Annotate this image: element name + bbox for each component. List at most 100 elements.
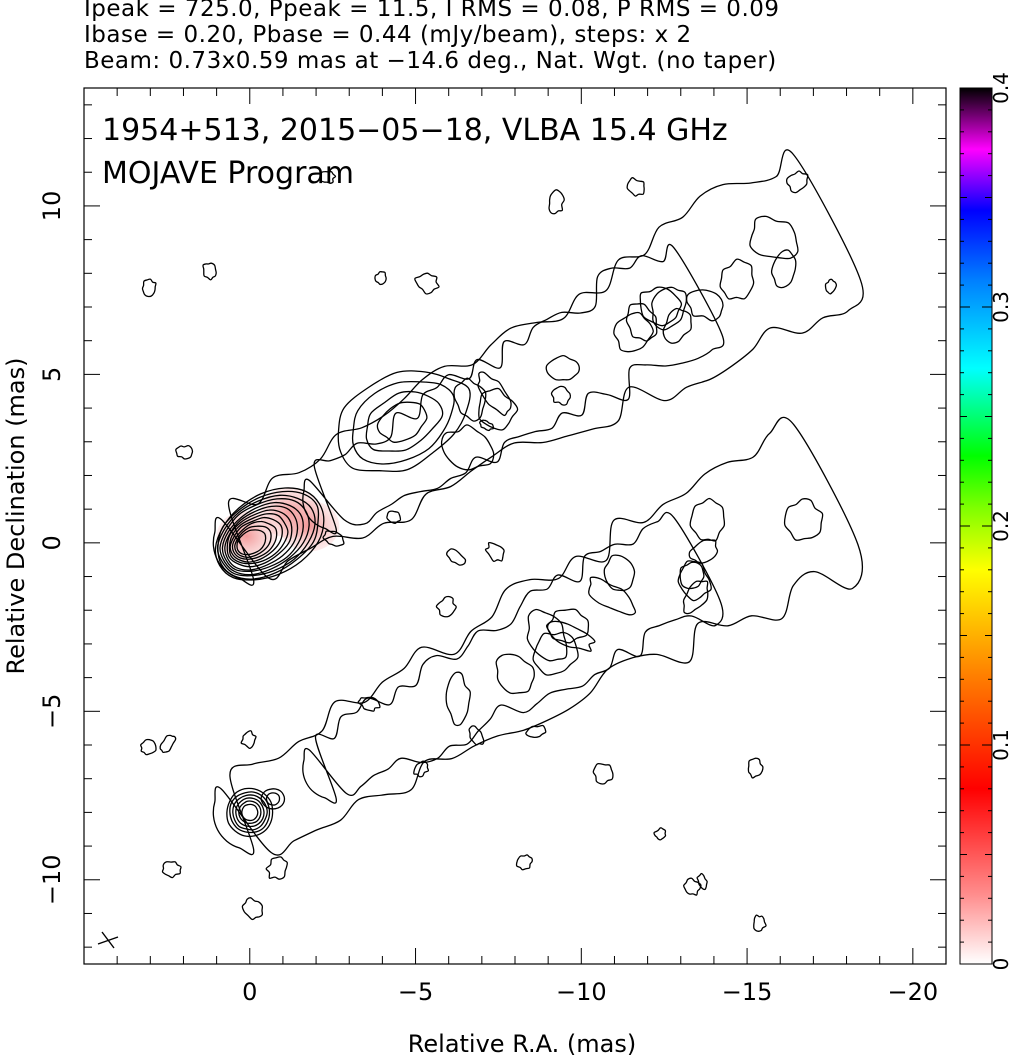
- jet-knot-contour: [526, 608, 568, 662]
- x-tick-label: −5: [398, 978, 433, 1006]
- noise-contour: [484, 541, 505, 563]
- y-tick-label: 10: [38, 191, 66, 222]
- jet-knot-contour: [603, 554, 636, 592]
- jet-knot-contour: [351, 380, 455, 465]
- jet-knot-contour: [662, 307, 692, 344]
- pol-core-contour: [232, 794, 268, 831]
- noise-contour: [319, 170, 337, 184]
- pol-core-contour: [260, 788, 286, 810]
- noise-contour: [161, 861, 182, 879]
- jet-knot-contour: [613, 311, 654, 353]
- noise-contour: [141, 278, 157, 298]
- noise-contour: [202, 262, 217, 281]
- x-tick-label: −10: [556, 978, 607, 1006]
- noise-contour: [626, 177, 645, 197]
- jet-knot-contour: [770, 249, 797, 289]
- jet-knot-contour: [588, 576, 637, 616]
- y-tick-label: −5: [38, 694, 66, 729]
- jet-knot-contour: [689, 497, 726, 542]
- beam-marker: [97, 931, 119, 949]
- pol-core-contour: [241, 803, 259, 822]
- noise-contour: [696, 872, 708, 891]
- header-base-line: Ibase = 0.20, Pbase = 0.44 (mJy/beam), s…: [84, 22, 692, 48]
- jet-knot-contour: [639, 286, 683, 327]
- noise-contour: [683, 877, 702, 896]
- jet-knot-contour: [546, 620, 596, 652]
- noise-contour: [653, 827, 667, 841]
- colorbar-tick-label: 0.2: [989, 510, 1013, 542]
- noise-contour: [386, 510, 402, 525]
- noise-contour: [159, 734, 177, 754]
- jet-knot-contour: [783, 498, 824, 541]
- noise-contour: [515, 854, 533, 871]
- jet-knot-contour: [688, 539, 719, 564]
- jet-knot-contour: [477, 371, 512, 417]
- jet-knot-contour: [365, 390, 444, 452]
- noise-contour: [592, 762, 614, 785]
- noise-contour: [240, 730, 257, 750]
- plot-title-line1: 1954+513, 2015−05−18, VLBA 15.4 GHz: [102, 113, 728, 148]
- plot-title-line2: MOJAVE Program: [102, 156, 354, 191]
- jet-knot-contour: [376, 401, 428, 443]
- core-contour: [231, 520, 278, 560]
- jet-knot-contour: [445, 671, 471, 727]
- pol-core-contour: [229, 791, 271, 834]
- colorbar-tick-label: 0.4: [989, 72, 1013, 104]
- colorbar-tick-label: 0: [989, 958, 1013, 971]
- jet-inner-contour: [302, 244, 725, 535]
- jet-knot-contour: [337, 370, 471, 473]
- core-contour: [224, 505, 299, 571]
- jet-outer-contour: [212, 149, 864, 586]
- core-contour: [226, 509, 293, 568]
- noise-contour: [175, 444, 194, 460]
- x-tick-label: −20: [888, 978, 939, 1006]
- pol-core-contour: [226, 787, 274, 838]
- pol-core-contour: [238, 800, 262, 824]
- noise-contour: [468, 725, 485, 746]
- noise-contour: [753, 914, 767, 932]
- y-tick-label: 0: [38, 535, 66, 550]
- colorbar-tick-label: 0.3: [989, 291, 1013, 323]
- noise-contour: [786, 170, 809, 194]
- x-tick-label: −15: [722, 978, 773, 1006]
- jet-knot-contour: [495, 653, 535, 695]
- core-contour: [229, 516, 283, 563]
- x-tick-label: 0: [242, 978, 257, 1006]
- header-beam-line: Beam: 0.73x0.59 mas at −14.6 deg., Nat. …: [84, 48, 777, 74]
- header-stats-line: Ipeak = 725.0, Ppeak = 11.5, I RMS = 0.0…: [84, 0, 780, 22]
- jet-knot-contour: [719, 258, 755, 300]
- x-axis-label: Relative R.A. (mas): [408, 1030, 636, 1058]
- noise-contour: [525, 724, 547, 739]
- core-contour: [221, 501, 304, 573]
- noise-contour: [357, 696, 381, 712]
- y-axis-label: Relative Declination (mas): [2, 357, 30, 674]
- core-contour: [234, 525, 272, 559]
- noise-contour: [479, 419, 495, 432]
- core-contour: [217, 490, 320, 580]
- core-contour: [228, 513, 289, 565]
- noise-contour: [446, 548, 467, 566]
- y-tick-label: 5: [38, 367, 66, 382]
- y-tick-label: −10: [38, 854, 66, 905]
- pol-core-contour: [235, 797, 265, 828]
- noise-contour: [241, 897, 264, 921]
- noise-contour: [824, 278, 838, 295]
- jet-knot-contour: [749, 215, 799, 260]
- core-contour: [216, 494, 316, 577]
- noise-contour: [322, 530, 345, 547]
- noise-contour: [548, 189, 565, 215]
- colorbar-tick-label: 0.1: [989, 729, 1013, 761]
- noise-contour: [435, 595, 457, 618]
- jet-inner-contour: [302, 511, 724, 804]
- core-contour: [236, 529, 267, 556]
- noise-contour: [747, 757, 764, 779]
- jet-knot-contour: [453, 377, 487, 422]
- jet-knot-contour: [682, 580, 709, 615]
- jet-knot-contour: [545, 354, 580, 381]
- jet-knot-contour: [478, 387, 519, 431]
- plot-frame: [83, 87, 947, 965]
- pol-core-contour: [265, 792, 281, 806]
- noise-contour: [140, 738, 157, 756]
- jet-knot-contour: [677, 560, 712, 602]
